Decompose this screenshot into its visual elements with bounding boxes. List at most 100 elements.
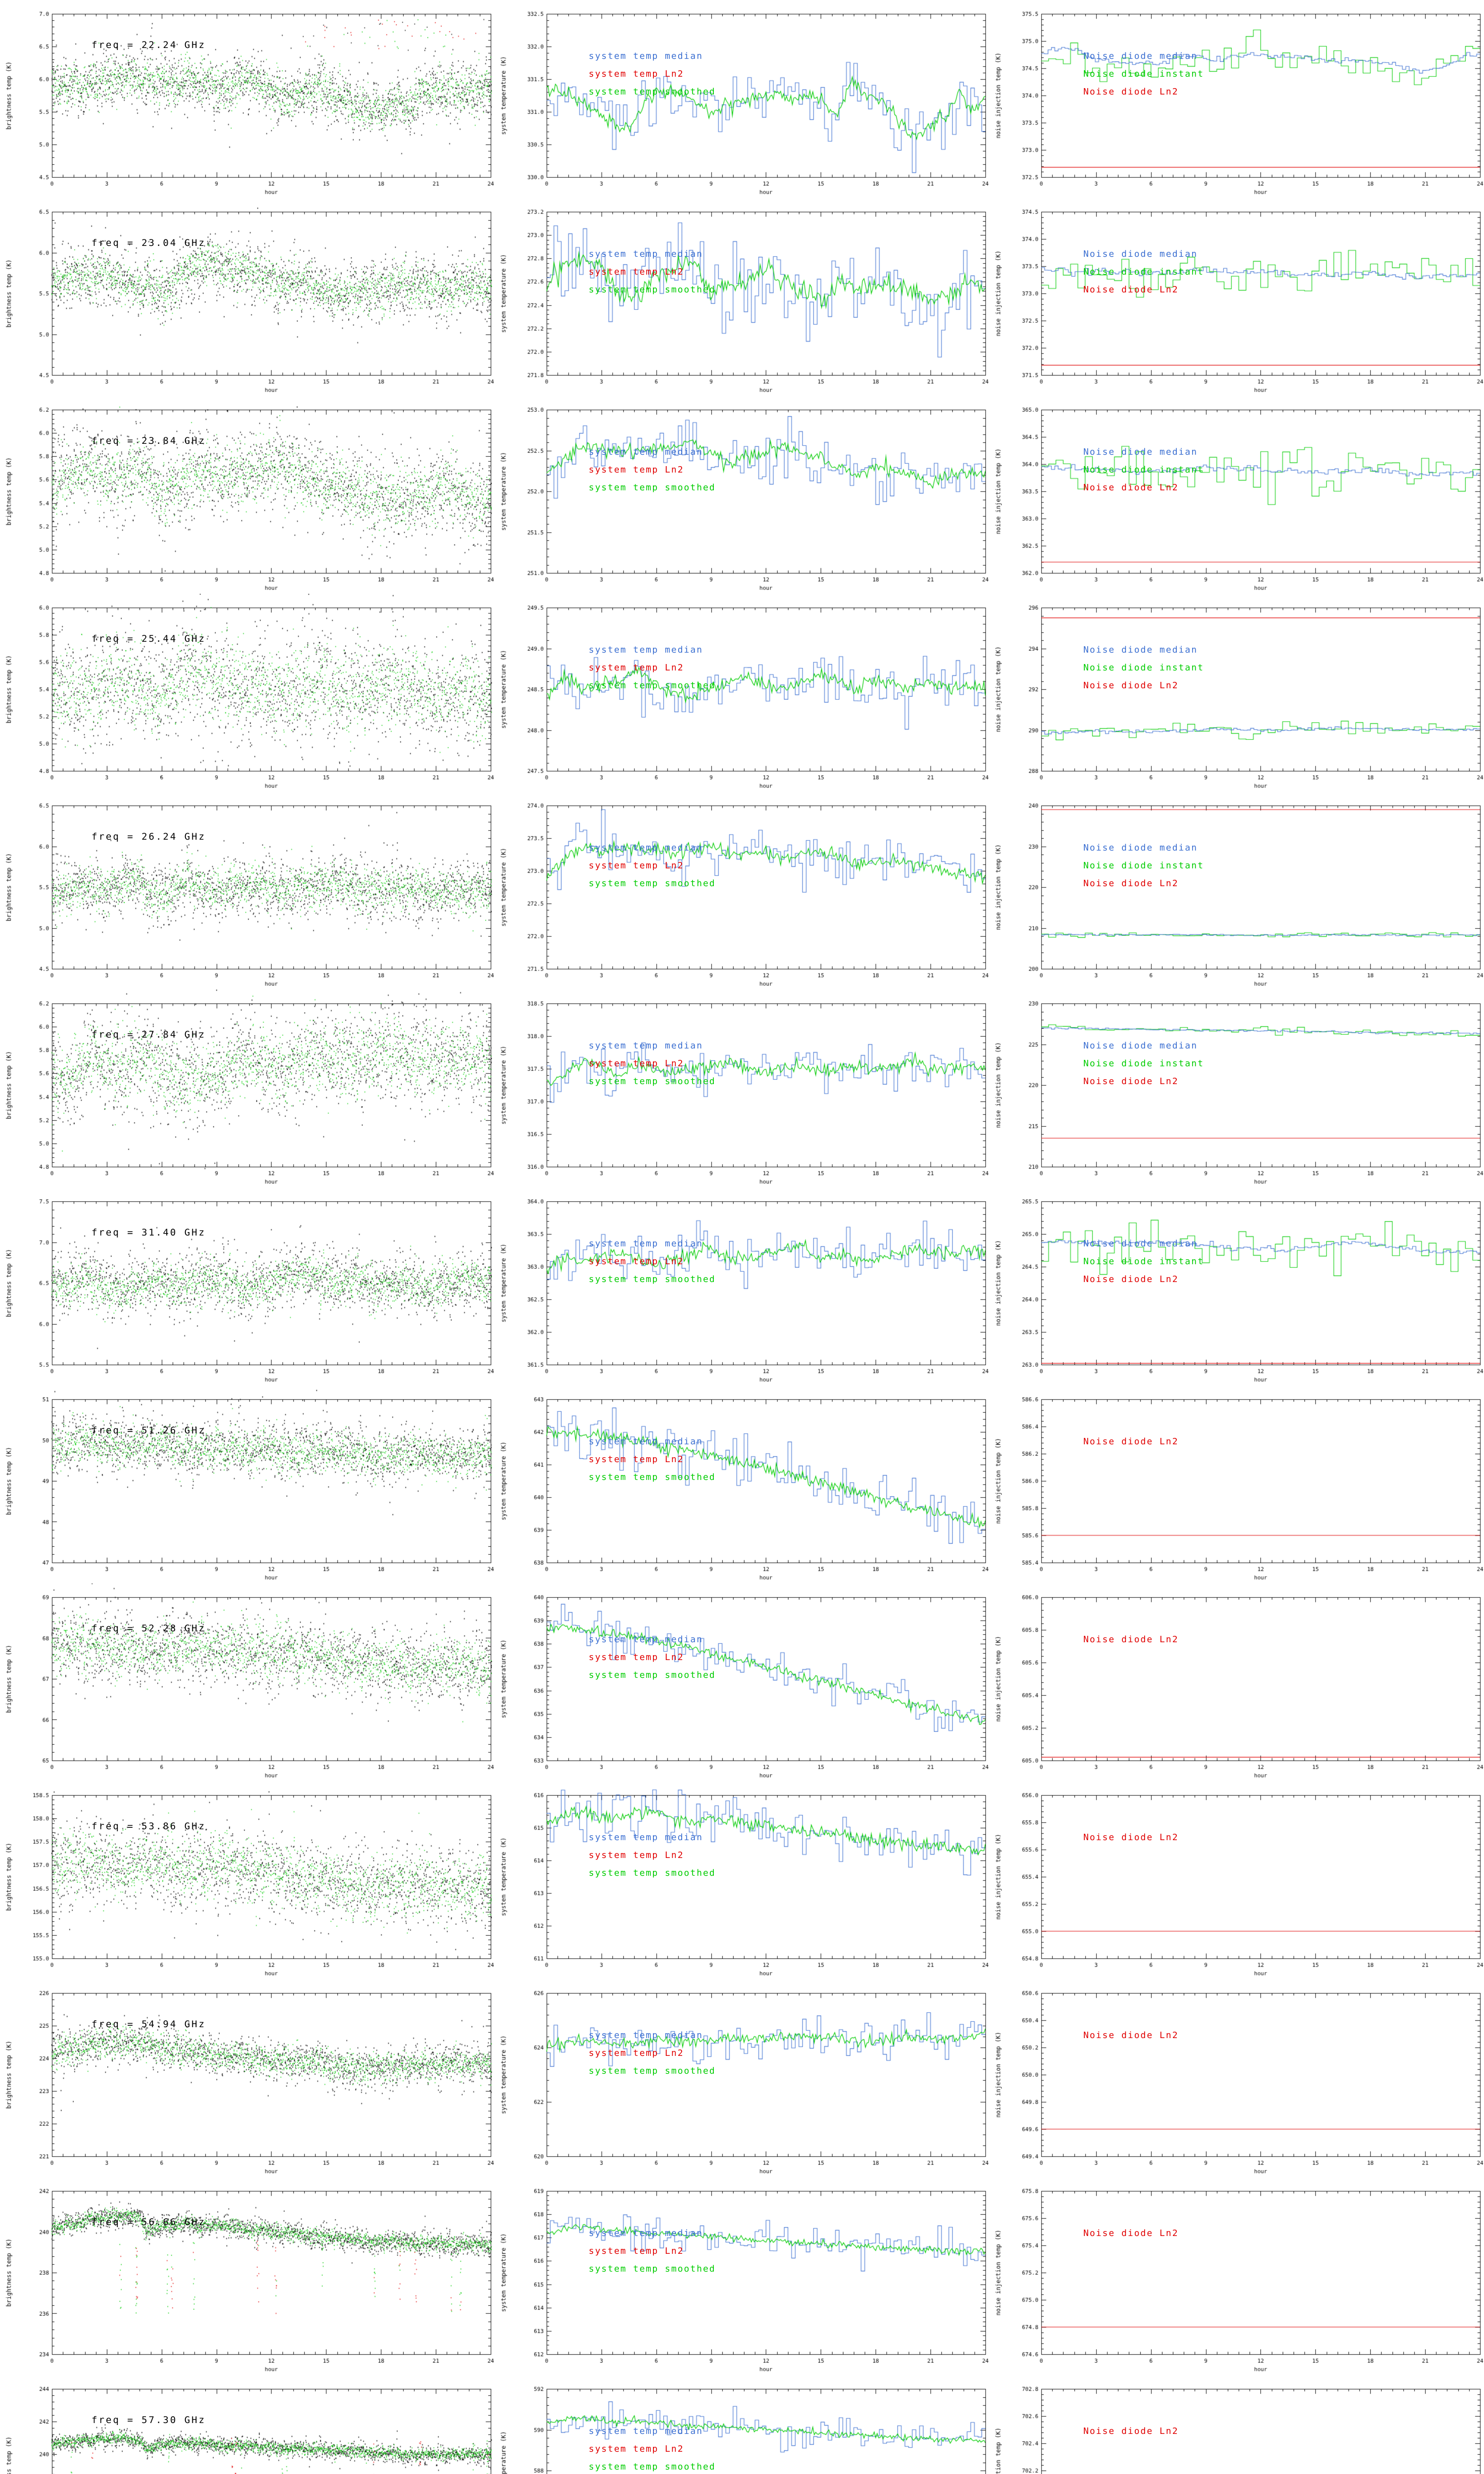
legend-item: system temp smoothed (589, 2264, 716, 2274)
plot-canvas-tnd (989, 2177, 1484, 2375)
legend-item: Noise diode median (1083, 645, 1198, 655)
channel-row-22.24: freq = 22.24 GHz system temp median system… (0, 0, 1484, 198)
panel-title: freq = 23.04 GHz (92, 238, 206, 248)
system-temp-legend: system temp median system temp Ln2 system … (589, 643, 716, 697)
plot-canvas-tnd (989, 1781, 1484, 1979)
panel-title: freq = 53.86 GHz (92, 1821, 206, 1832)
noise-diode-legend: Noise diode median Noise diode instant Noi… (1083, 841, 1204, 895)
noise-diode-legend: Noise diode Ln2 (1083, 2227, 1179, 2244)
panel-title: freq = 22.24 GHz (92, 40, 206, 50)
panel-52.28-tnd: Noise diode Ln2 (989, 1583, 1484, 1781)
system-temp-legend: system temp median system temp Ln2 system … (589, 841, 716, 895)
plot-canvas-tsys (495, 198, 989, 396)
legend-item: system temp smoothed (589, 87, 716, 97)
panel-27.84-tb: freq = 27.84 GHz (0, 990, 495, 1188)
noise-diode-legend: Noise diode median Noise diode instant Noi… (1083, 643, 1204, 697)
plot-canvas-tsys (495, 1979, 989, 2177)
legend-item: system temp median (589, 1436, 703, 1447)
panel-56.66-tsys: system temp median system temp Ln2 system … (495, 2177, 989, 2375)
plot-canvas-tnd (989, 2375, 1484, 2474)
legend-item: system temp median (589, 2030, 703, 2041)
panel-25.44-tb: freq = 25.44 GHz (0, 594, 495, 792)
channel-row-23.04: freq = 23.04 GHz system temp median system… (0, 198, 1484, 396)
channel-row-25.44: freq = 25.44 GHz system temp median system… (0, 594, 1484, 792)
legend-item: Noise diode Ln2 (1083, 1274, 1179, 1285)
system-temp-legend: system temp median system temp Ln2 system … (589, 1633, 716, 1686)
legend-item: system temp median (589, 249, 703, 259)
plot-canvas-tnd (989, 792, 1484, 990)
noise-diode-legend: Noise diode median Noise diode instant Noi… (1083, 445, 1204, 499)
legend-item: system temp Ln2 (589, 860, 684, 871)
panel-31.40-tsys: system temp median system temp Ln2 system … (495, 1188, 989, 1385)
panel-26.24-tnd: Noise diode median Noise diode instant Noi… (989, 792, 1484, 990)
plot-canvas-tsys (495, 1188, 989, 1385)
noise-diode-legend: Noise diode Ln2 (1083, 1831, 1179, 1849)
panel-54.94-tnd: Noise diode Ln2 (989, 1979, 1484, 2177)
panel-57.30-tb: freq = 57.30 GHz (0, 2375, 495, 2474)
legend-item: Noise diode Ln2 (1083, 285, 1179, 295)
legend-item: Noise diode median (1083, 1041, 1198, 1051)
noise-diode-legend: Noise diode median Noise diode instant Noi… (1083, 1039, 1204, 1093)
plot-canvas-tb (0, 2177, 495, 2375)
plot-canvas-tsys (495, 1781, 989, 1979)
legend-item: Noise diode Ln2 (1083, 1076, 1179, 1087)
plot-canvas-tb (0, 396, 495, 594)
system-temp-legend: system temp median system temp Ln2 system … (589, 1831, 716, 1884)
channel-row-31.40: freq = 31.40 GHz system temp median system… (0, 1188, 1484, 1385)
panel-23.84-tb: freq = 23.84 GHz (0, 396, 495, 594)
system-temp-legend: system temp median system temp Ln2 system … (589, 445, 716, 499)
panel-51.26-tsys: system temp median system temp Ln2 system … (495, 1385, 989, 1583)
panel-27.84-tnd: Noise diode median Noise diode instant Noi… (989, 990, 1484, 1188)
legend-item: system temp median (589, 447, 703, 457)
legend-item: Noise diode Ln2 (1083, 2030, 1179, 2041)
panel-23.04-tb: freq = 23.04 GHz (0, 198, 495, 396)
legend-item: system temp median (589, 51, 703, 61)
legend-item: system temp smoothed (589, 1868, 716, 1878)
plot-canvas-tnd (989, 594, 1484, 792)
panel-54.94-tsys: system temp median system temp Ln2 system … (495, 1979, 989, 2177)
panel-26.24-tsys: system temp median system temp Ln2 system … (495, 792, 989, 990)
legend-item: system temp Ln2 (589, 1058, 684, 1069)
panel-title: freq = 52.28 GHz (92, 1623, 206, 1634)
panel-51.26-tb: freq = 51.26 GHz (0, 1385, 495, 1583)
panel-23.84-tnd: Noise diode median Noise diode instant Noi… (989, 396, 1484, 594)
legend-item: Noise diode instant (1083, 69, 1204, 79)
legend-item: system temp smoothed (589, 1670, 716, 1680)
legend-item: system temp Ln2 (589, 267, 684, 277)
plot-canvas-tsys (495, 396, 989, 594)
legend-item: system temp median (589, 1238, 703, 1249)
system-temp-legend: system temp median system temp Ln2 system … (589, 1039, 716, 1093)
panel-52.28-tsys: system temp median system temp Ln2 system … (495, 1583, 989, 1781)
legend-item: system temp Ln2 (589, 663, 684, 673)
plot-canvas-tsys (495, 1385, 989, 1583)
system-temp-legend: system temp median system temp Ln2 system … (589, 49, 716, 103)
plot-canvas-tb (0, 990, 495, 1188)
legend-item: system temp Ln2 (589, 465, 684, 475)
channel-row-51.26: freq = 51.26 GHz system temp median system… (0, 1385, 1484, 1583)
channel-row-23.84: freq = 23.84 GHz system temp median system… (0, 396, 1484, 594)
panel-title: freq = 23.84 GHz (92, 435, 206, 446)
plot-canvas-tsys (495, 2375, 989, 2474)
panel-22.24-tsys: system temp median system temp Ln2 system … (495, 0, 989, 198)
panel-title: freq = 54.94 GHz (92, 2019, 206, 2030)
legend-item: Noise diode median (1083, 51, 1198, 61)
plot-canvas-tsys (495, 990, 989, 1188)
noise-diode-legend: Noise diode median Noise diode instant Noi… (1083, 247, 1204, 301)
legend-item: system temp smoothed (589, 2462, 716, 2472)
legend-item: system temp smoothed (589, 1076, 716, 1087)
legend-item: Noise diode instant (1083, 1256, 1204, 1267)
system-temp-legend: system temp median system temp Ln2 system … (589, 2425, 716, 2474)
legend-item: system temp median (589, 2228, 703, 2238)
legend-item: Noise diode Ln2 (1083, 1634, 1179, 1645)
plot-canvas-tnd (989, 0, 1484, 198)
plot-canvas-tnd (989, 1385, 1484, 1583)
panel-title: freq = 57.30 GHz (92, 2415, 206, 2426)
plot-canvas-tnd (989, 990, 1484, 1188)
plot-canvas-tb (0, 1385, 495, 1583)
panel-56.66-tb: freq = 56.66 GHz (0, 2177, 495, 2375)
panel-53.86-tnd: Noise diode Ln2 (989, 1781, 1484, 1979)
legend-item: Noise diode Ln2 (1083, 878, 1179, 889)
panel-title: freq = 51.26 GHz (92, 1425, 206, 1436)
legend-item: system temp smoothed (589, 1472, 716, 1482)
